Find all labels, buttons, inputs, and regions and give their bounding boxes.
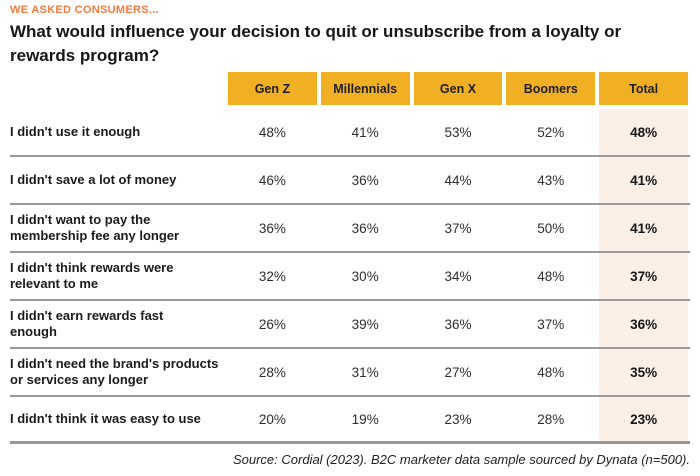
source-attribution: Source: Cordial (2023). B2C marketer dat… (232, 452, 690, 467)
data-table: Gen Z Millennials Gen X Boomers Total I … (10, 72, 690, 444)
value-cell: 34% (444, 268, 472, 284)
row-label: I didn't need the brand's products or se… (10, 349, 226, 395)
value-cell: 36% (258, 220, 286, 236)
value-cell: 41% (351, 124, 379, 140)
value-cell: 52% (537, 124, 565, 140)
value-cell: 48% (537, 364, 565, 380)
row-label-text: I didn't think rewards were relevant to … (10, 260, 174, 291)
value-cell: 37% (444, 220, 472, 236)
total-cell: 36% (599, 301, 688, 347)
infographic: WE ASKED CONSUMERS... What would influen… (10, 4, 690, 467)
value-cell: 44% (444, 172, 472, 188)
value-cell: 36% (351, 172, 379, 188)
header-spacer (10, 72, 226, 105)
row-label-text: I didn't use it enough (10, 124, 141, 139)
table-row: I didn't think it was easy to use 20% 19… (10, 397, 690, 444)
total-cell: 35% (599, 349, 688, 395)
value-cell: 26% (258, 316, 286, 332)
table-body: I didn't use it enough 48% 41% 53% 52% 4… (10, 109, 690, 444)
value-cell: 36% (444, 316, 472, 332)
row-label-text: I didn't need the brand's products or se… (10, 356, 219, 387)
table-row: I didn't use it enough 48% 41% 53% 52% 4… (10, 109, 690, 157)
value-cell: 28% (537, 411, 565, 427)
value-cell: 23% (444, 411, 472, 427)
value-cell: 48% (258, 124, 286, 140)
value-cell: 37% (537, 316, 565, 332)
value-cell: 53% (444, 124, 472, 140)
total-cell: 48% (599, 109, 688, 155)
value-cell: 28% (258, 364, 286, 380)
table-row: I didn't need the brand's products or se… (10, 349, 690, 397)
table-row: I didn't want to pay the membership fee … (10, 205, 690, 253)
value-cell: 36% (351, 220, 379, 236)
row-label: I didn't want to pay the membership fee … (10, 205, 226, 251)
table-header-row: Gen Z Millennials Gen X Boomers Total (10, 72, 690, 105)
row-label-text: I didn't save a lot of money (10, 172, 177, 187)
row-label-text: I didn't earn rewards fast enough (10, 308, 164, 339)
table-row: I didn't earn rewards fast enough 26% 39… (10, 301, 690, 349)
value-cell: 32% (258, 268, 286, 284)
value-cell: 39% (351, 316, 379, 332)
kicker-text: WE ASKED CONSUMERS... (10, 4, 159, 16)
column-header-boomers: Boomers (506, 72, 596, 105)
row-label: I didn't think it was easy to use (10, 397, 226, 441)
value-cell: 43% (537, 172, 565, 188)
row-label: I didn't save a lot of money (10, 157, 226, 203)
row-label-text: I didn't think it was easy to use (10, 411, 201, 426)
total-cell: 41% (599, 157, 688, 203)
value-cell: 30% (351, 268, 379, 284)
table-row: I didn't save a lot of money 46% 36% 44%… (10, 157, 690, 205)
row-label: I didn't use it enough (10, 109, 226, 155)
total-cell: 37% (599, 253, 688, 299)
row-label-text: I didn't want to pay the membership fee … (10, 212, 180, 243)
column-header-millennials: Millennials (320, 72, 410, 105)
value-cell: 48% (537, 268, 565, 284)
row-label: I didn't think rewards were relevant to … (10, 253, 226, 299)
page-title: What would influence your decision to qu… (10, 22, 622, 65)
value-cell: 31% (351, 364, 379, 380)
value-cell: 50% (537, 220, 565, 236)
value-cell: 19% (351, 411, 379, 427)
column-header-gen-z: Gen Z (228, 72, 317, 105)
value-cell: 20% (258, 411, 286, 427)
total-cell: 41% (599, 205, 688, 251)
column-header-gen-x: Gen X (413, 72, 503, 105)
table-row: I didn't think rewards were relevant to … (10, 253, 690, 301)
value-cell: 27% (444, 364, 472, 380)
column-header-total: Total (599, 72, 688, 105)
row-label: I didn't earn rewards fast enough (10, 301, 226, 347)
total-cell: 23% (599, 397, 688, 441)
value-cell: 46% (258, 172, 286, 188)
